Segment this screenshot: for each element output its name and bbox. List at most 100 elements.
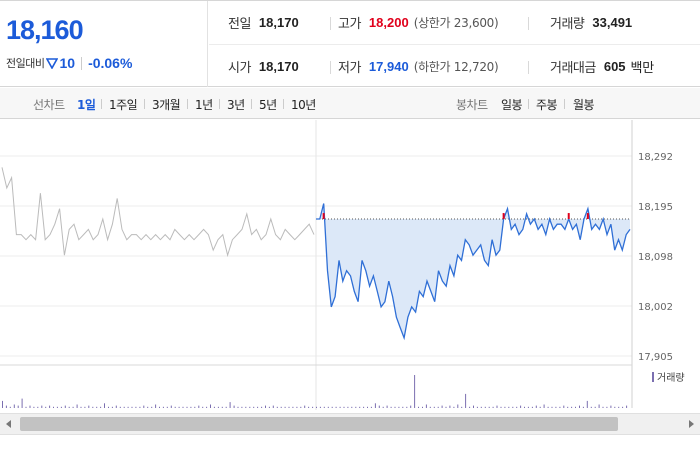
volume-bar (610, 405, 612, 408)
volume-bar (355, 406, 357, 408)
volume-bar (2, 400, 3, 408)
volume-bar (17, 405, 19, 408)
previous-day-line (1, 167, 315, 258)
volume-bar (445, 406, 447, 408)
intraday-chart: 18,292 18,195 18,098 18,002 17,905 거래량 (0, 120, 700, 410)
prev-close-value: 18,170 (258, 15, 299, 30)
tab-monthly-candle[interactable]: 월봉 (573, 98, 595, 112)
down-triangle-icon (46, 57, 59, 69)
volume-bar (622, 406, 624, 408)
volume-bar (276, 406, 278, 408)
lower-limit-text: (하한가 12,720) (413, 60, 499, 74)
volume-bar (159, 406, 160, 408)
chart-scrollbar[interactable] (0, 413, 700, 435)
divider (81, 56, 83, 70)
volume-bar (288, 406, 290, 408)
volume-bar (567, 406, 569, 408)
volume-bar (257, 406, 259, 408)
volume-bar (33, 406, 35, 408)
volume-bar (453, 406, 455, 408)
divider (144, 99, 145, 109)
volume-bar (351, 406, 353, 408)
tab-daily-candle[interactable]: 일봉 (501, 98, 523, 112)
current-price-box: 18,160 전일대비 10 -0.06% (0, 1, 208, 87)
volume-bar (563, 405, 565, 408)
volume-bar (72, 406, 74, 408)
volume-bar (76, 404, 78, 408)
volume-bar (441, 405, 443, 408)
tab-3-months[interactable]: 3개월 (152, 98, 181, 112)
volume-bar (41, 405, 43, 408)
high-cell: 고가 18,200 (상한가 23,600) (338, 1, 499, 44)
volume-bar (331, 406, 333, 408)
volume-bar (504, 406, 506, 408)
volume-bar (535, 405, 537, 408)
volume-bar (123, 406, 125, 408)
volume-bar (429, 406, 431, 408)
high-label: 고가 (338, 17, 361, 32)
tab-1-day[interactable]: 1일 (77, 98, 96, 112)
volume-label: 거래량 (550, 17, 585, 32)
volume-bar (53, 406, 54, 408)
volume-bar (29, 405, 31, 408)
volume-bar (422, 406, 423, 408)
divider (528, 17, 529, 30)
divider (528, 99, 529, 109)
volume-bar (531, 406, 533, 408)
tab-10-years[interactable]: 10년 (291, 98, 316, 112)
volume-bar (170, 405, 172, 408)
amount-label: 거래대금 (550, 61, 596, 76)
divider (528, 61, 529, 74)
volume-bar (84, 406, 86, 408)
change-percent: -0.06% (88, 55, 133, 71)
volume-bar (582, 406, 584, 408)
volume-bar (68, 406, 70, 408)
volume-bar (618, 406, 620, 408)
divider (101, 99, 102, 109)
volume-bar (508, 406, 510, 408)
volume-bar (339, 406, 341, 408)
divider (209, 44, 700, 45)
volume-bar (516, 406, 518, 408)
volume-bar (543, 404, 545, 408)
volume-bar (347, 406, 349, 408)
change-row: 전일대비 10 -0.06% (6, 55, 132, 71)
divider (330, 61, 331, 74)
candle-chart-title: 봉차트 (456, 98, 488, 112)
volume-bar (13, 404, 15, 408)
divider (187, 99, 188, 109)
volume-bar (374, 403, 376, 408)
high-value: 18,200 (368, 15, 409, 30)
volume-bar (606, 406, 608, 408)
tab-1-week[interactable]: 1주일 (109, 98, 138, 112)
volume-bar (527, 406, 529, 408)
volume-bar (449, 405, 451, 408)
tab-3-years[interactable]: 3년 (227, 98, 245, 112)
volume-bar (296, 406, 298, 408)
tab-5-years[interactable]: 5년 (259, 98, 277, 112)
volume-bar (245, 406, 247, 408)
volume-bar (312, 406, 314, 408)
volume-bar (579, 405, 580, 408)
volume-bar (92, 406, 94, 408)
volume-bar (406, 406, 408, 408)
volume-bar (614, 406, 616, 408)
volume-bar (465, 393, 467, 408)
volume-bar (280, 406, 282, 408)
volume-bar (64, 405, 66, 408)
volume-bar (135, 406, 137, 408)
volume-bar (437, 406, 439, 408)
volume-bar (496, 405, 498, 408)
volume-bar (594, 406, 596, 408)
scroll-left-button[interactable] (0, 414, 18, 434)
scrollbar-thumb[interactable] (20, 417, 618, 431)
amount-value: 605 (603, 59, 626, 74)
prev-close-label: 전일 (228, 17, 251, 32)
open-value: 18,170 (258, 59, 299, 74)
scroll-right-button[interactable] (682, 414, 700, 434)
divider (219, 99, 220, 109)
tab-weekly-candle[interactable]: 주봉 (536, 98, 558, 112)
upper-limit-text: (상한가 23,600) (413, 16, 499, 30)
volume-bar (237, 406, 239, 408)
tab-1-year[interactable]: 1년 (195, 98, 213, 112)
